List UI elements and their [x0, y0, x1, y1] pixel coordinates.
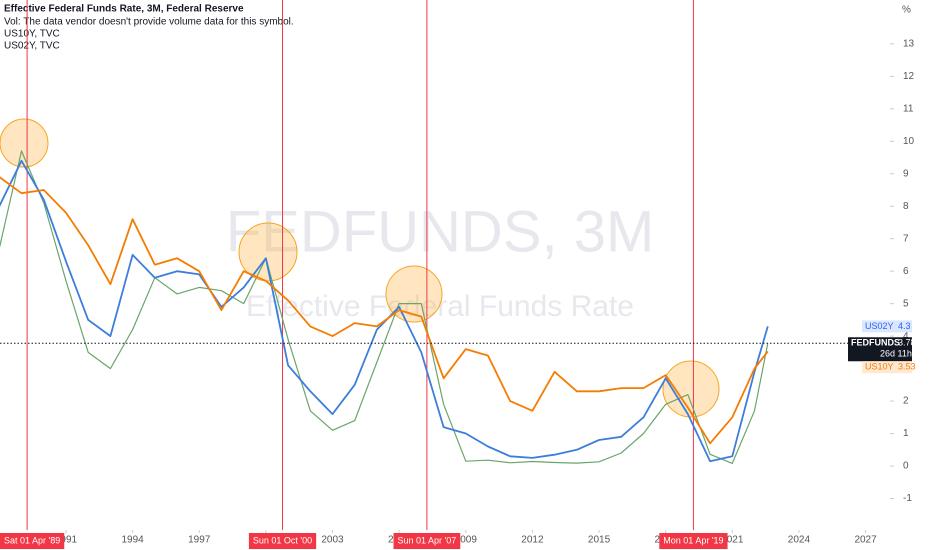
- y-tick-label: 11: [903, 103, 914, 114]
- y-tick-label: 10: [903, 136, 915, 147]
- note: Vol: The data vendor doesn't provide vol…: [4, 17, 294, 28]
- event-label: Sun 01 Oct '00: [253, 535, 312, 545]
- x-tick-label: 2003: [321, 535, 344, 546]
- y-tick-label: 2: [903, 396, 909, 407]
- x-tick-label: 1994: [121, 535, 144, 546]
- x-tick-label: 2012: [521, 535, 544, 546]
- countdown: 26d 11h: [880, 349, 912, 359]
- y-tick-label: 5: [903, 298, 909, 309]
- event-tag: [248, 533, 317, 549]
- y-tick-label: 4: [903, 331, 909, 342]
- event-tag: [0, 533, 65, 549]
- price-tag-value: 3.53: [898, 362, 916, 372]
- x-tick-label: 1997: [188, 535, 211, 546]
- price-tag-value: 4.3: [898, 321, 911, 331]
- x-tick-label: 2015: [588, 535, 611, 546]
- watermark-sub: Effective Federal Funds Rate: [246, 290, 634, 323]
- highlight-circle: [662, 360, 720, 418]
- price-tag: [862, 320, 912, 333]
- x-tick-label: 2024: [788, 535, 811, 546]
- price-tag-value: 3.78: [898, 338, 916, 348]
- y-tick-label: 8: [903, 201, 909, 212]
- y-tick-label: 6: [903, 266, 909, 277]
- event-label: Sat 01 Apr '89: [4, 535, 60, 545]
- y-tick-label: 7: [903, 233, 909, 244]
- y-unit: %: [902, 5, 911, 16]
- note: US10Y, TVC: [4, 29, 60, 40]
- x-tick-label: 2021: [721, 535, 744, 546]
- price-tag-name: US10Y: [865, 362, 894, 372]
- event-label: Mon 01 Apr '19: [663, 535, 723, 545]
- event-tag: [393, 533, 461, 549]
- y-tick-label: 12: [903, 71, 915, 82]
- chart-title: Effective Federal Funds Rate, 3M, Federa…: [4, 4, 244, 15]
- y-tick-label: 9: [903, 168, 909, 179]
- price-tag: [862, 361, 912, 374]
- note: US02Y, TVC: [4, 41, 60, 52]
- y-tick-label: 1: [903, 428, 909, 439]
- price-tag: [848, 337, 912, 362]
- x-tick-label: 1991: [55, 535, 78, 546]
- y-tick-label: 13: [903, 38, 915, 49]
- y-tick-label: 0: [903, 461, 909, 472]
- x-tick-label: 2009: [455, 535, 478, 546]
- series-line: [0, 176, 769, 445]
- price-tag-name: US02Y: [865, 321, 894, 331]
- event-label: Sun 01 Apr '07: [398, 535, 457, 545]
- event-tag: [659, 533, 728, 549]
- highlight-circle: [0, 118, 49, 168]
- x-tick-label: 2027: [854, 535, 877, 546]
- series-line: [0, 150, 769, 464]
- price-tag-name: FEDFUNDS: [851, 338, 900, 348]
- y-tick-label: -1: [903, 493, 912, 504]
